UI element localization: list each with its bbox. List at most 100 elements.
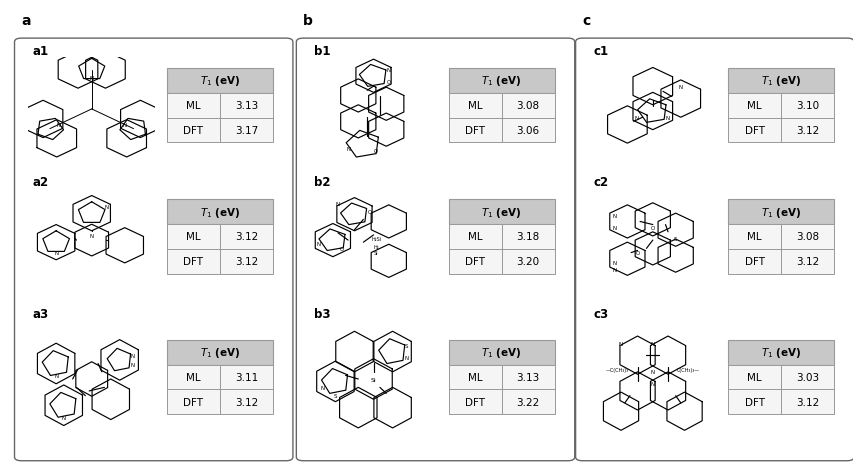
Text: $T_1$ (eV): $T_1$ (eV) [200, 346, 240, 359]
FancyBboxPatch shape [449, 225, 501, 249]
Text: ML: ML [746, 372, 761, 382]
Text: N: N [123, 123, 126, 128]
Text: N: N [335, 202, 339, 207]
Text: N: N [320, 385, 324, 390]
FancyBboxPatch shape [780, 249, 833, 274]
FancyBboxPatch shape [728, 225, 780, 249]
FancyBboxPatch shape [501, 225, 554, 249]
Text: H₂: H₂ [373, 244, 379, 249]
Text: DFT: DFT [183, 257, 203, 267]
FancyBboxPatch shape [449, 365, 501, 389]
Text: 3.11: 3.11 [235, 372, 258, 382]
FancyBboxPatch shape [167, 200, 273, 225]
FancyBboxPatch shape [167, 119, 220, 143]
Text: N: N [90, 234, 94, 239]
FancyBboxPatch shape [728, 340, 833, 365]
Text: 3.13: 3.13 [235, 101, 258, 111]
FancyBboxPatch shape [780, 93, 833, 119]
Text: 3.22: 3.22 [516, 397, 539, 407]
Text: 3.12: 3.12 [795, 126, 818, 136]
Text: N: N [56, 123, 61, 128]
Text: a: a [21, 14, 31, 28]
Text: b2: b2 [314, 176, 330, 189]
Text: 3.08: 3.08 [516, 101, 539, 111]
Text: 3.12: 3.12 [235, 397, 258, 407]
FancyBboxPatch shape [167, 225, 220, 249]
FancyBboxPatch shape [780, 365, 833, 389]
Text: $T_1$ (eV): $T_1$ (eV) [200, 205, 240, 219]
FancyBboxPatch shape [501, 365, 554, 389]
FancyBboxPatch shape [449, 340, 554, 365]
FancyBboxPatch shape [220, 249, 273, 274]
Text: ML: ML [186, 232, 200, 242]
FancyBboxPatch shape [728, 365, 780, 389]
FancyBboxPatch shape [449, 200, 554, 225]
FancyBboxPatch shape [501, 119, 554, 143]
FancyBboxPatch shape [449, 93, 501, 119]
FancyBboxPatch shape [501, 249, 554, 274]
Text: 3.12: 3.12 [795, 257, 818, 267]
Text: c: c [582, 14, 590, 28]
Text: N: N [612, 261, 616, 266]
Text: DFT: DFT [465, 126, 485, 136]
FancyBboxPatch shape [575, 39, 853, 461]
FancyBboxPatch shape [501, 389, 554, 414]
FancyBboxPatch shape [501, 93, 554, 119]
FancyBboxPatch shape [449, 389, 501, 414]
Text: S: S [334, 393, 337, 398]
FancyBboxPatch shape [167, 365, 220, 389]
Text: N: N [665, 116, 670, 120]
Text: $T_1$ (eV): $T_1$ (eV) [481, 205, 521, 219]
Text: $T_1$ (eV): $T_1$ (eV) [760, 346, 800, 359]
FancyBboxPatch shape [15, 39, 293, 461]
Text: b: b [303, 14, 313, 28]
Text: 3.06: 3.06 [516, 126, 539, 136]
FancyBboxPatch shape [296, 39, 574, 461]
Text: —C(CH₃)₃: —C(CH₃)₃ [605, 367, 628, 372]
FancyBboxPatch shape [780, 119, 833, 143]
FancyBboxPatch shape [780, 225, 833, 249]
Text: Si: Si [374, 250, 378, 256]
Text: N: N [90, 76, 94, 81]
Text: DFT: DFT [465, 397, 485, 407]
Text: N: N [131, 362, 134, 367]
Text: N: N [345, 147, 350, 151]
Text: 3.18: 3.18 [516, 232, 539, 242]
Text: $T_1$ (eV): $T_1$ (eV) [760, 74, 800, 88]
Text: O: O [367, 209, 371, 214]
Text: DFT: DFT [465, 257, 485, 267]
Text: a3: a3 [32, 307, 49, 320]
Text: H₂Si: H₂Si [370, 236, 380, 241]
FancyBboxPatch shape [220, 225, 273, 249]
FancyBboxPatch shape [728, 389, 780, 414]
FancyBboxPatch shape [449, 119, 501, 143]
FancyBboxPatch shape [220, 365, 273, 389]
Text: $T_1$ (eV): $T_1$ (eV) [760, 205, 800, 219]
FancyBboxPatch shape [728, 69, 833, 94]
Text: c2: c2 [593, 176, 608, 189]
Text: N: N [386, 68, 391, 73]
Text: ML: ML [186, 372, 200, 382]
Text: N: N [404, 355, 409, 360]
FancyBboxPatch shape [449, 249, 501, 274]
FancyBboxPatch shape [780, 389, 833, 414]
FancyBboxPatch shape [220, 93, 273, 119]
Text: ML: ML [746, 232, 761, 242]
Text: 3.12: 3.12 [235, 257, 258, 267]
Text: $T_1$ (eV): $T_1$ (eV) [200, 74, 240, 88]
FancyBboxPatch shape [728, 93, 780, 119]
Text: N: N [618, 341, 623, 346]
FancyBboxPatch shape [449, 69, 554, 94]
Text: O: O [386, 80, 391, 85]
Text: N: N [612, 267, 616, 272]
Text: ML: ML [467, 232, 482, 242]
Text: O: O [339, 247, 344, 251]
Text: 3.12: 3.12 [795, 397, 818, 407]
Text: N: N [131, 353, 134, 358]
Text: DFT: DFT [744, 397, 763, 407]
Text: ML: ML [746, 101, 761, 111]
Text: 3.13: 3.13 [516, 372, 539, 382]
Text: O: O [650, 226, 654, 231]
Text: N: N [678, 84, 682, 89]
Text: 3.10: 3.10 [795, 101, 818, 111]
